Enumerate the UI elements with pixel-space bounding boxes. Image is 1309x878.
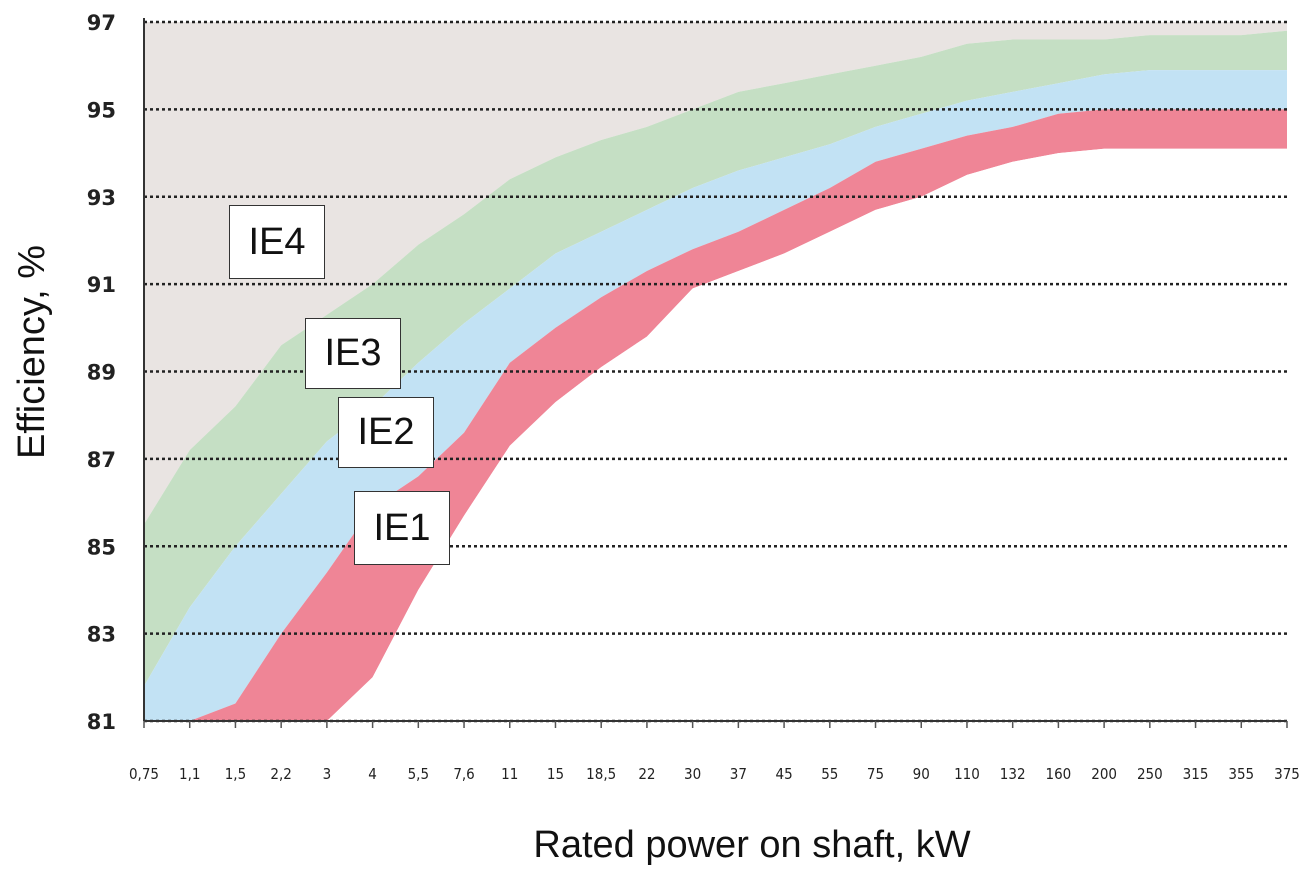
- x-tick-label: 11: [501, 765, 518, 783]
- x-tick-label: 1,5: [225, 765, 246, 783]
- x-tick-label: 132: [1000, 765, 1026, 783]
- y-tick-label: 85: [87, 535, 116, 559]
- y-tick-label: 81: [87, 710, 116, 734]
- x-axis-label: Rated power on shaft, kW: [533, 824, 970, 866]
- ie2-band: [144, 70, 1287, 722]
- x-tick-label: 375: [1274, 765, 1300, 783]
- y-tick-label: 83: [87, 623, 116, 647]
- x-tick-label: 15: [547, 765, 564, 783]
- x-tick-label: 45: [775, 765, 792, 783]
- y-tick-label: 95: [87, 98, 116, 122]
- y-tick-label: 87: [87, 448, 116, 472]
- ie1-label: IE1: [354, 491, 450, 565]
- x-tick-label: 37: [730, 765, 747, 783]
- x-tick-label: 2,2: [270, 765, 291, 783]
- x-tick-label: 200: [1091, 765, 1117, 783]
- x-tick-label: 315: [1183, 765, 1209, 783]
- ie3-label: IE3: [305, 318, 401, 389]
- x-tick-label: 5,5: [408, 765, 429, 783]
- x-tick-label: 7,6: [453, 765, 474, 783]
- x-tick-label: 90: [913, 765, 930, 783]
- x-tick-label: 110: [954, 765, 980, 783]
- ie2-label: IE2: [338, 397, 434, 468]
- y-tick-label: 91: [87, 273, 116, 297]
- ie1-band: [144, 109, 1287, 721]
- x-tick-label: 18,5: [586, 765, 616, 783]
- x-tick-label: 160: [1046, 765, 1072, 783]
- x-tick-label: 0,75: [129, 765, 159, 783]
- y-tick-label: 97: [87, 11, 116, 35]
- x-tick-label: 22: [638, 765, 655, 783]
- x-tick-label: 4: [368, 765, 377, 783]
- x-tick-label: 3: [323, 765, 332, 783]
- x-tick-label: 55: [821, 765, 838, 783]
- y-tick-labels: 81 83 85 87 89 91 93 95 97: [87, 11, 116, 734]
- axes: [143, 18, 1288, 728]
- y-tick-label: 89: [87, 361, 116, 385]
- ie4-band: [144, 22, 1287, 525]
- x-tick-label: 75: [867, 765, 884, 783]
- ie4-label: IE4: [229, 205, 325, 279]
- y-axis-label: Efficiency, %: [11, 245, 53, 459]
- y-tick-label: 93: [87, 186, 116, 210]
- x-tick-labels: 0,75 1,1 1,5 2,2 3 4 5,5 7,6 11 15 18,5 22 30 37 45 55 7…: [129, 765, 1300, 783]
- x-tick-label: 355: [1228, 765, 1254, 783]
- x-tick-label: 30: [684, 765, 701, 783]
- ie1-lower-band: [144, 148, 1287, 721]
- x-tick-label: 250: [1137, 765, 1163, 783]
- x-tick-label: 1,1: [179, 765, 200, 783]
